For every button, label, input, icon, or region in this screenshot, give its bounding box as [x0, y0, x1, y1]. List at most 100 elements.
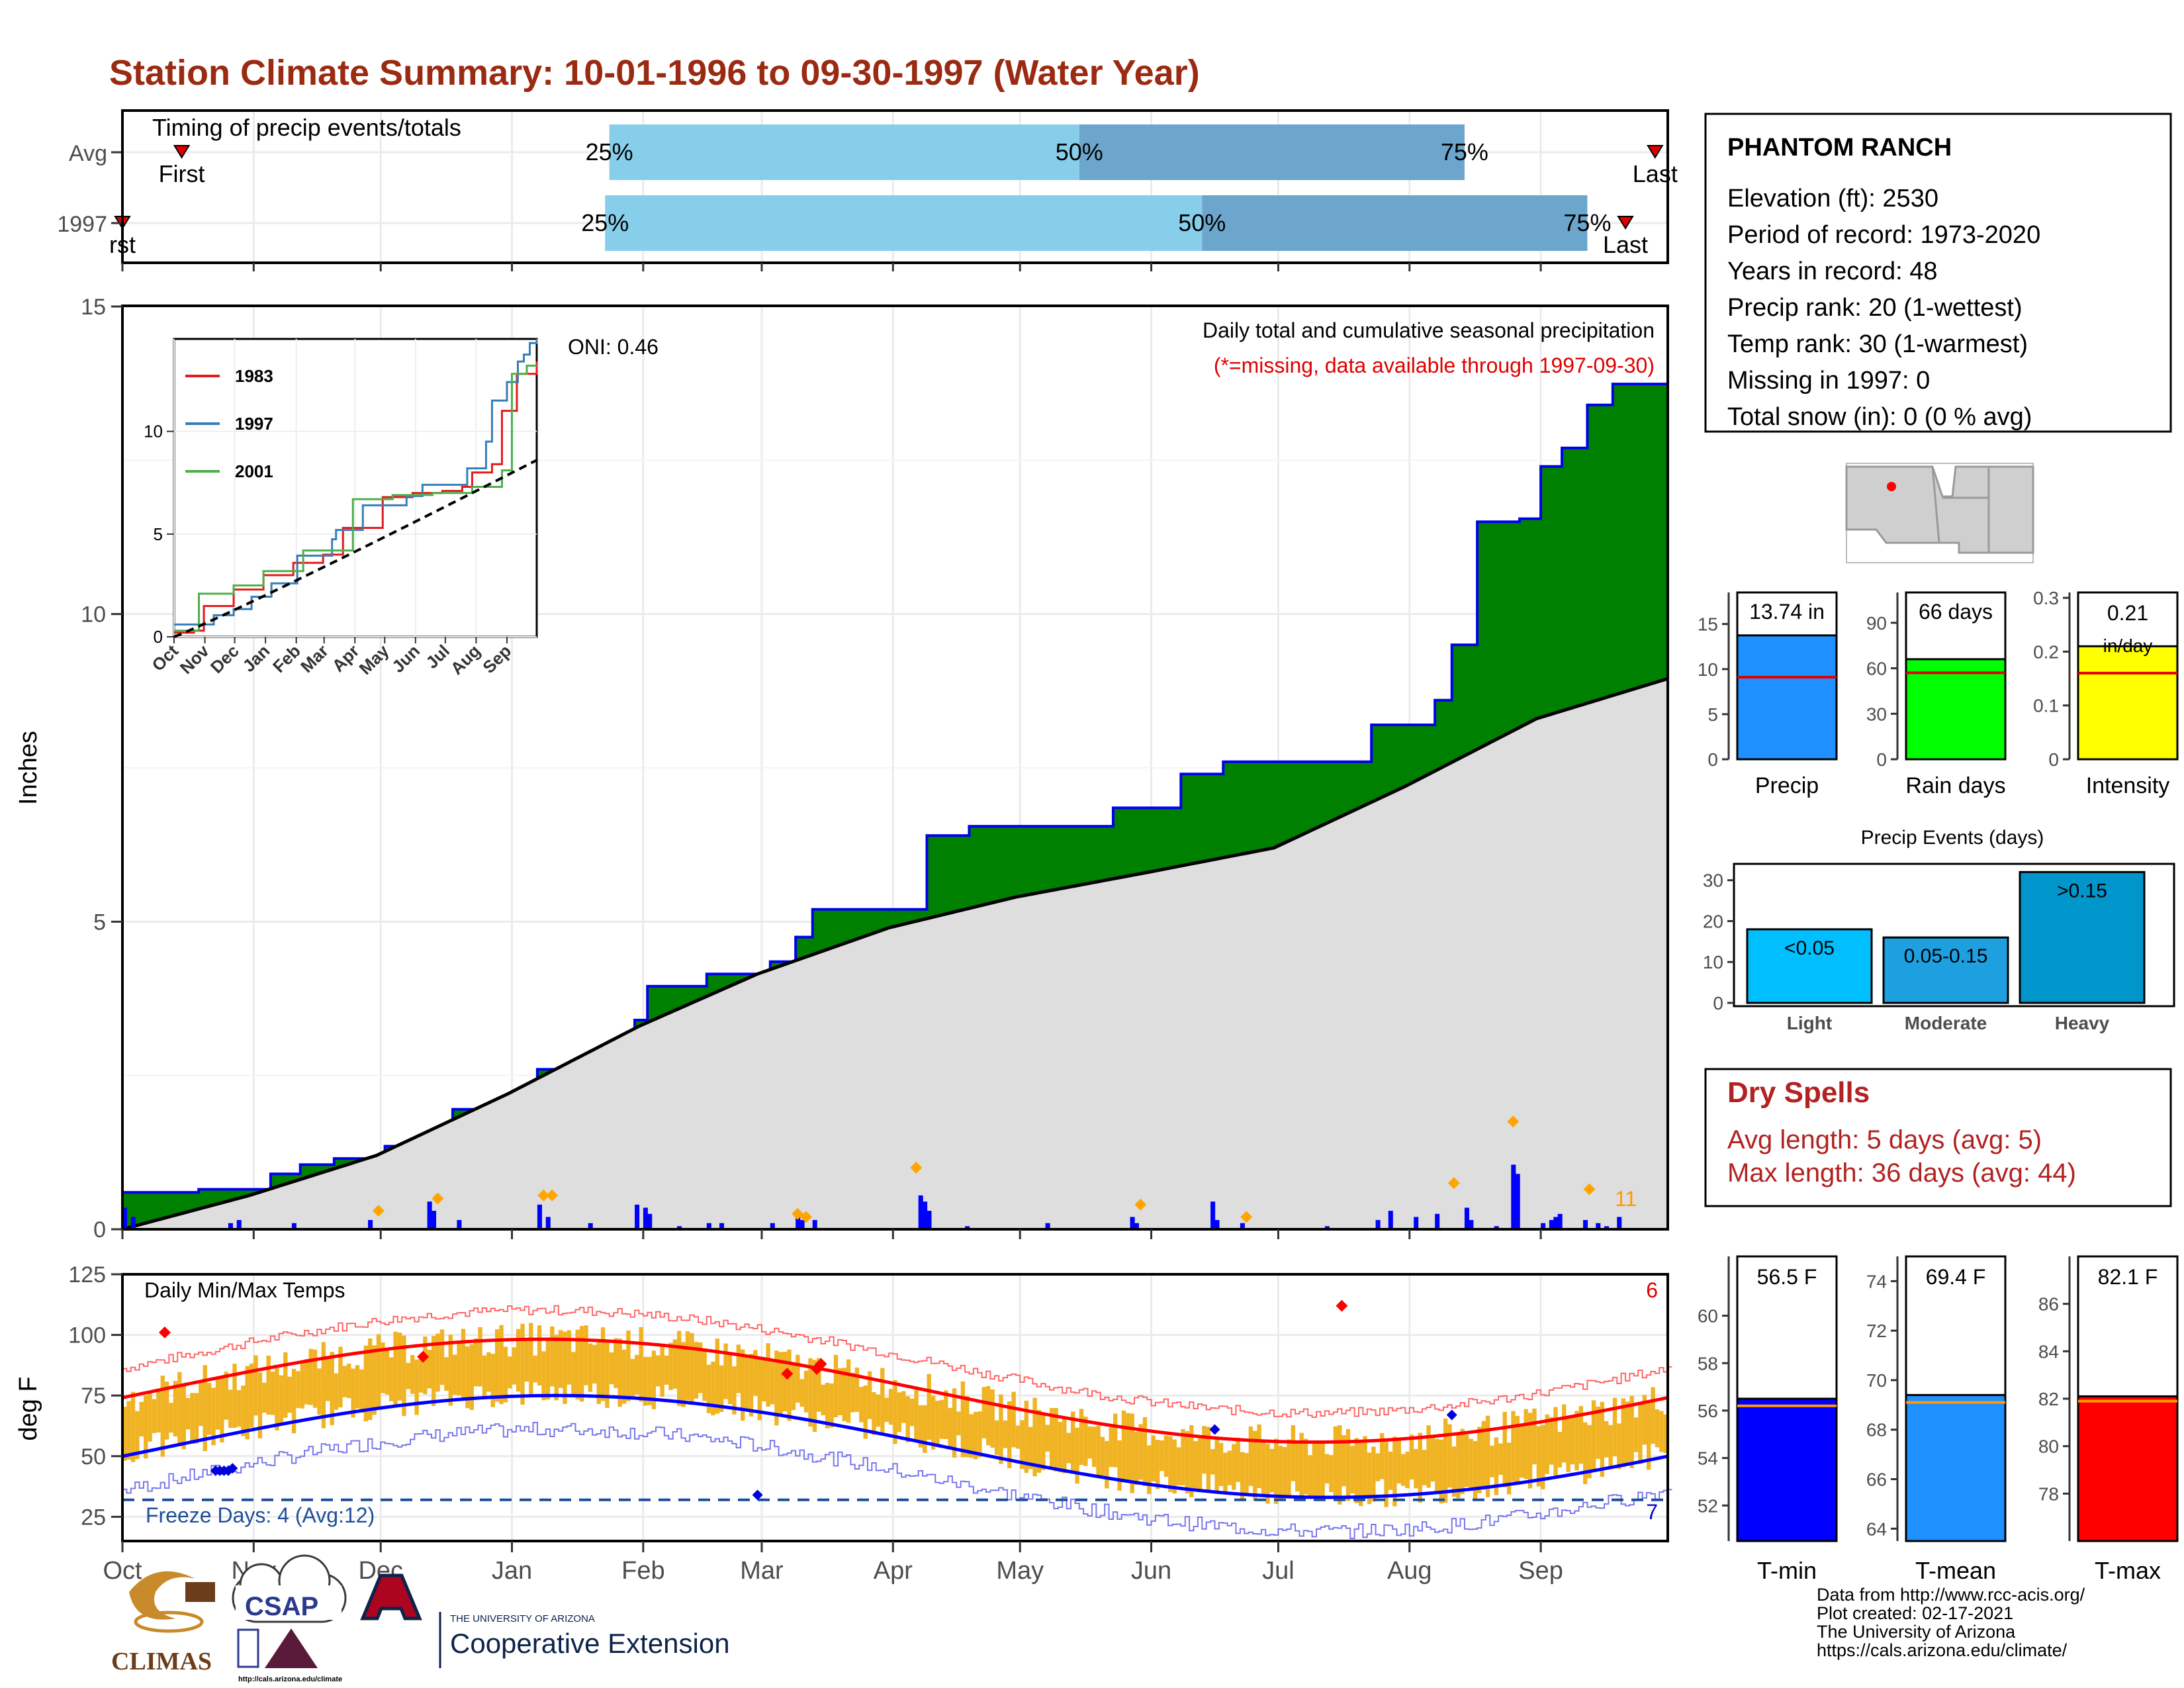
daily-temp-range-bar: [1265, 1444, 1270, 1504]
precip-record-marker: [1447, 1177, 1460, 1190]
temp-bar-value-label: 82.1 F: [2098, 1265, 2158, 1289]
timing-marker: [1617, 216, 1634, 230]
daily-temp-range-bar: [435, 1333, 440, 1392]
daily-temp-range-bar: [685, 1331, 690, 1401]
daily-temp-range-bar: [1312, 1441, 1317, 1499]
events-ytick-label: 30: [1703, 870, 1723, 891]
precip-panel: 0 5 10 15 Inches Daily total and cumulative…: [15, 295, 1669, 1243]
dry-spells-box: Dry Spells Avg length: 5 days (avg: 5) M…: [1704, 1068, 2172, 1207]
summary-ytick-label: 5: [1707, 704, 1718, 725]
timing-percent-label: 25%: [581, 209, 629, 236]
daily-temp-range-bar: [1138, 1424, 1143, 1480]
daily-temp-range-bar: [782, 1352, 788, 1412]
precip-record-marker: [1507, 1115, 1520, 1128]
temp-bar-ytick-label: 82: [2038, 1389, 2059, 1409]
events-bar: [1882, 936, 2009, 1004]
daily-temp-range-bar: [558, 1330, 563, 1388]
daily-temp-range-bar: [999, 1394, 1003, 1464]
daily-temp-range-bar: [876, 1394, 881, 1427]
daily-temp-range-bar: [1447, 1424, 1452, 1488]
summary-bars: 0 5 10 15 13.74 in Precip 0 30 60 90 66 days Rain d…: [1698, 588, 2179, 798]
daily-precip-bar: [1553, 1217, 1559, 1229]
daily-temp-range-bar: [626, 1330, 631, 1401]
daily-precip-bar: [1583, 1220, 1588, 1229]
daily-temp-range-bar: [986, 1385, 991, 1446]
daily-temp-range-bar: [465, 1346, 470, 1409]
daily-temp-range-bar: [169, 1403, 173, 1433]
daily-temp-range-bar: [512, 1347, 516, 1385]
temp-ylabel: deg F: [15, 1376, 42, 1440]
timing-q50-q75-bar: [1079, 124, 1465, 180]
summary-ytick-label: 90: [1866, 613, 1887, 633]
daily-temp-range-bar: [494, 1329, 500, 1402]
daily-temp-range-bar: [1515, 1416, 1520, 1485]
daily-temp-range-bar: [1396, 1438, 1401, 1484]
daily-temp-range-bar: [757, 1358, 762, 1421]
daily-temp-range-bar: [1405, 1451, 1410, 1489]
month-tick-label: Jan: [492, 1557, 532, 1585]
daily-temp-range-bar: [829, 1383, 834, 1428]
daily-temp-range-bar: [469, 1344, 474, 1411]
daily-temp-range-bar: [342, 1366, 347, 1397]
daily-temp-range-bar: [1007, 1401, 1012, 1468]
events-bar-label: Heavy: [2055, 1013, 2110, 1033]
daily-temp-range-bar: [745, 1356, 749, 1411]
daily-temp-range-bar: [1176, 1447, 1181, 1485]
inset-chart: 0510198319972001OctNovDecJanFebMarAprMay…: [144, 338, 538, 679]
daily-temp-range-bar: [867, 1371, 872, 1419]
daily-temp-range-bar: [1113, 1413, 1118, 1468]
daily-temp-range-bar: [1371, 1446, 1376, 1502]
daily-temp-range-bar: [664, 1355, 669, 1385]
daily-temp-range-bar: [690, 1333, 694, 1405]
events-bar-tag: >0.15: [2057, 880, 2107, 902]
daily-temp-range-bar: [1248, 1426, 1253, 1486]
daily-temp-range-bar: [330, 1352, 334, 1425]
daily-temp-range-bar: [927, 1374, 931, 1440]
daily-temp-range-bar: [1257, 1424, 1261, 1489]
daily-temp-range-bar: [1020, 1420, 1024, 1469]
temp-bar-label: T-min: [1757, 1557, 1817, 1584]
daily-temp-range-bar: [402, 1335, 406, 1417]
daily-temp-range-bar: [236, 1389, 242, 1427]
oni-value: ONI: 0.46: [568, 335, 659, 359]
daily-temp-range-bar: [698, 1342, 703, 1393]
freeze-days-label: Freeze Days: 4 (Avg:12): [146, 1503, 375, 1527]
daily-temp-range-bar: [1350, 1446, 1355, 1494]
events-bar-tag: 0.05-0.15: [1904, 945, 1988, 967]
daily-temp-range-bar: [1126, 1413, 1130, 1481]
daily-temp-range-bar: [596, 1340, 601, 1404]
inset-average-line: [173, 459, 537, 638]
daily-temp-range-bar: [300, 1362, 305, 1409]
daily-temp-range-bar: [1443, 1418, 1448, 1503]
daily-temp-range-bar: [563, 1331, 567, 1405]
daily-precip-bar: [643, 1207, 648, 1229]
daily-temp-range-bar: [1456, 1434, 1461, 1499]
ua-small-text: THE UNIVERSITY OF ARIZONA: [450, 1613, 595, 1624]
summary-bar: [1905, 658, 2007, 761]
daily-temp-range-bar: [1087, 1426, 1092, 1459]
daily-precip-bar: [1604, 1226, 1610, 1229]
inset-series-line: [174, 361, 538, 634]
temp-bar-ytick-label: 64: [1866, 1519, 1887, 1539]
daily-temp-range-bar: [1562, 1404, 1567, 1463]
temp-bar-ytick-label: 72: [1866, 1321, 1887, 1341]
daily-temp-range-bar: [334, 1373, 339, 1410]
daily-temp-range-bar: [1651, 1387, 1655, 1444]
precip-ylabel: Inches: [15, 731, 42, 805]
timing-marker-label: Last: [1603, 231, 1648, 258]
daily-precip-bar: [796, 1213, 801, 1229]
record-min-line: [122, 1422, 1672, 1539]
precip-subtitle: Daily total and cumulative seasonal prec…: [1203, 318, 1655, 342]
daily-temp-range-bar: [1612, 1397, 1617, 1456]
daily-temp-range-bar: [1511, 1411, 1516, 1482]
daily-temp-range-bar: [1253, 1430, 1257, 1501]
events-bar-tag: <0.05: [1784, 937, 1835, 959]
daily-temp-range-bar: [1604, 1421, 1609, 1458]
precip-ytick-label: 10: [81, 602, 106, 628]
daily-precip-bar: [1435, 1213, 1440, 1229]
temp-bar-ytick-label: 78: [2038, 1483, 2059, 1504]
daily-precip-bar: [1210, 1201, 1216, 1229]
daily-temp-range-bar: [1430, 1436, 1435, 1482]
daily-temp-range-bar: [533, 1355, 537, 1383]
daily-temp-range-bar: [321, 1342, 326, 1429]
